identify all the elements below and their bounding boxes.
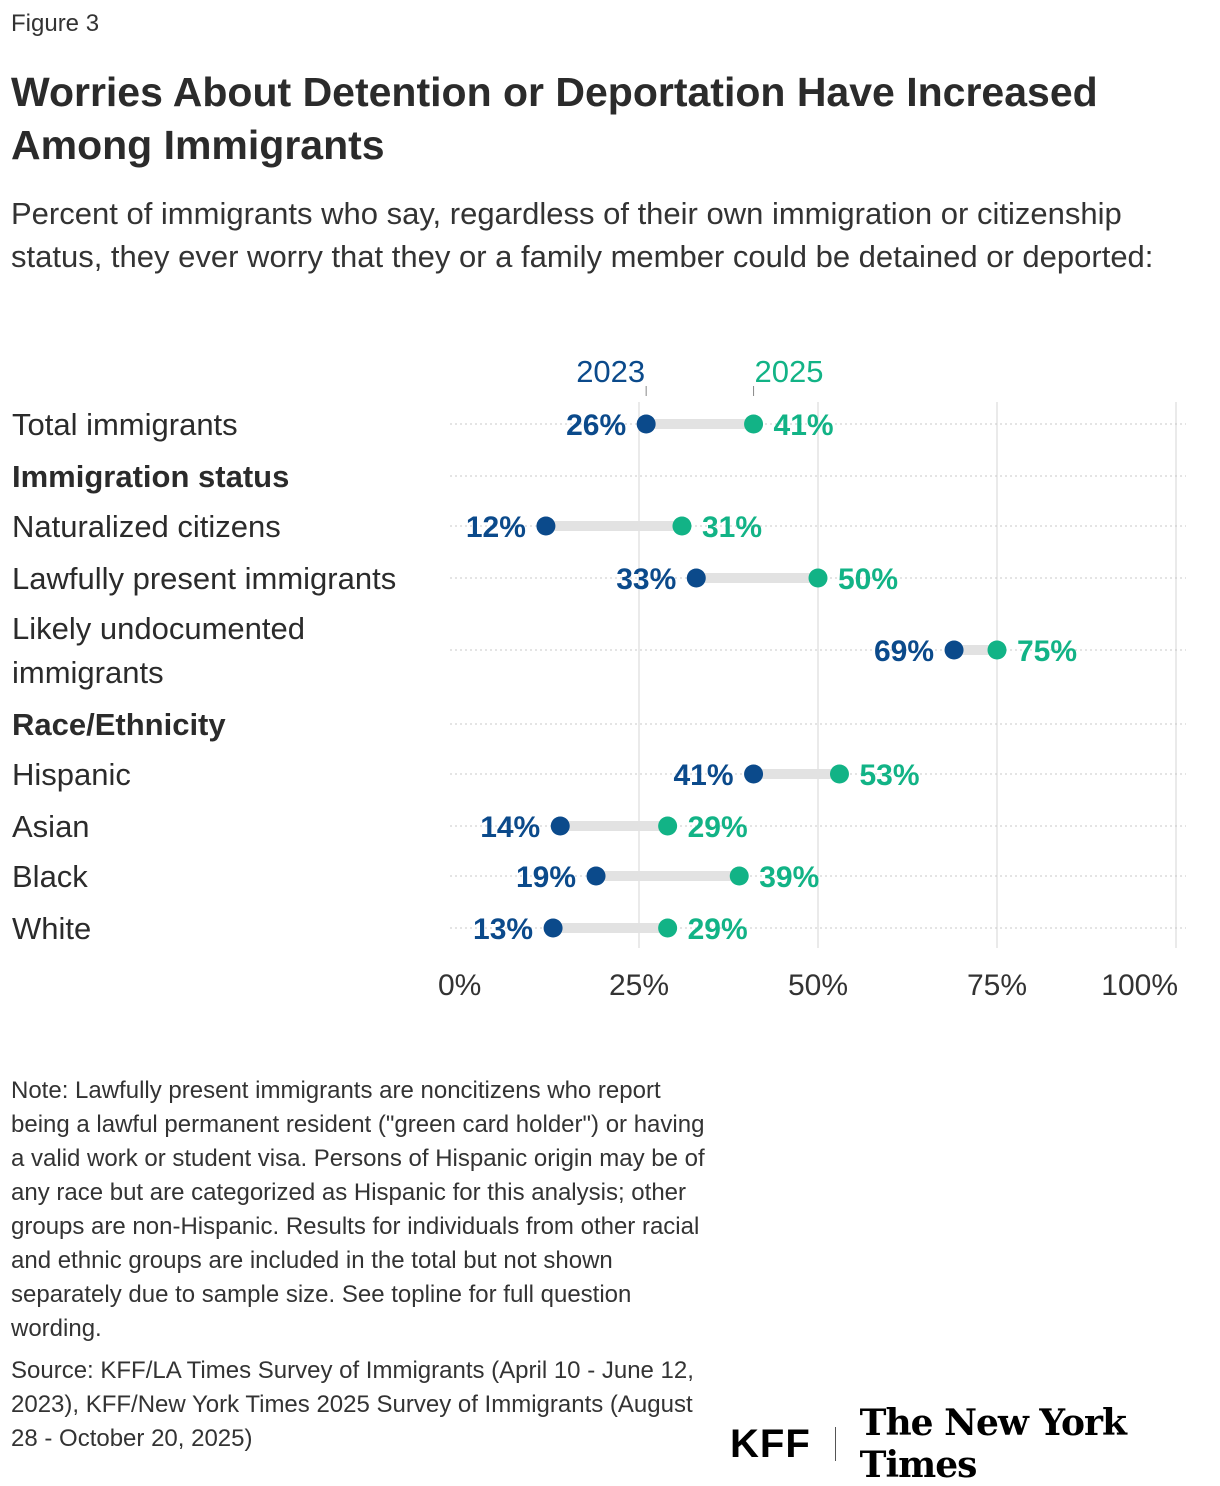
x-tick-label: 50%: [788, 969, 848, 1002]
data-label-2023: 19%: [516, 861, 576, 894]
data-label-2023: 33%: [616, 563, 676, 596]
dot-2025: [658, 918, 678, 938]
data-label-2023: 41%: [674, 759, 734, 792]
x-tick-label: 100%: [1101, 969, 1178, 1002]
dumbbell-chart: 0% 25% 50% 75% 100% Total immigrants 26% 41% 202…: [12, 354, 1186, 1002]
dot-2023: [536, 516, 556, 536]
dot-2025: [829, 764, 849, 784]
dot-2023: [543, 918, 563, 938]
dot-2023: [944, 640, 964, 660]
data-label-2025: 31%: [702, 511, 762, 544]
nyt-logo: The New York Times: [859, 1402, 1127, 1486]
data-label-2025: 29%: [688, 811, 748, 844]
x-tick-label: 0%: [438, 969, 481, 1002]
dot-2023: [586, 866, 606, 886]
row-label: immigrants: [12, 655, 164, 690]
data-label-2023: 14%: [480, 811, 540, 844]
row-label: Naturalized citizens: [12, 509, 281, 544]
data-label-2025: 29%: [688, 913, 748, 946]
dot-2023: [744, 764, 764, 784]
dot-2025: [658, 816, 678, 836]
logos: KFF The New York Times: [730, 1402, 1220, 1486]
row-label: Total immigrants: [12, 407, 238, 442]
row-label: White: [12, 911, 91, 946]
note-text: Note: Lawfully present immigrants are no…: [11, 1077, 705, 1342]
data-label-2025: 75%: [1017, 635, 1077, 668]
group-header: Race/Ethnicity: [12, 707, 226, 742]
row-label: Likely undocumented: [12, 611, 305, 646]
logo-divider: [834, 1427, 836, 1461]
dot-2025: [672, 516, 692, 536]
chart-subtitle: Percent of immigrants who say, regardles…: [11, 196, 1154, 274]
data-label-2023: 12%: [466, 511, 526, 544]
kff-logo: KFF: [730, 1421, 811, 1466]
row-label: Black: [12, 859, 88, 894]
x-tick-label: 75%: [967, 969, 1027, 1002]
data-label-2025: 39%: [759, 861, 819, 894]
dot-2025: [987, 640, 1007, 660]
data-label-2023: 69%: [874, 635, 934, 668]
data-label-2025: 50%: [838, 563, 898, 596]
dot-2025: [729, 866, 749, 886]
chart-title: Worries About Detention or Deportation H…: [11, 69, 1098, 168]
dot-2023: [686, 568, 706, 588]
dot-2023: [550, 816, 570, 836]
data-label-2025: 41%: [774, 409, 834, 442]
dot-2025: [808, 568, 828, 588]
row-label: Hispanic: [12, 757, 131, 792]
data-label-2025: 53%: [859, 759, 919, 792]
dot-2023: [636, 414, 656, 434]
source-text: Source: KFF/LA Times Survey of Immigrant…: [11, 1357, 694, 1452]
legend-2025: 2025: [755, 354, 824, 389]
row-label: Asian: [12, 809, 90, 844]
dot-2025: [744, 414, 764, 434]
figure-label: Figure 3: [11, 10, 100, 37]
row-label: Lawfully present immigrants: [12, 561, 396, 596]
data-label-2023: 13%: [473, 913, 533, 946]
data-label-2023: 26%: [566, 409, 626, 442]
legend-2023: 2023: [576, 354, 645, 389]
group-header: Immigration status: [12, 459, 289, 494]
x-tick-label: 25%: [609, 969, 669, 1002]
